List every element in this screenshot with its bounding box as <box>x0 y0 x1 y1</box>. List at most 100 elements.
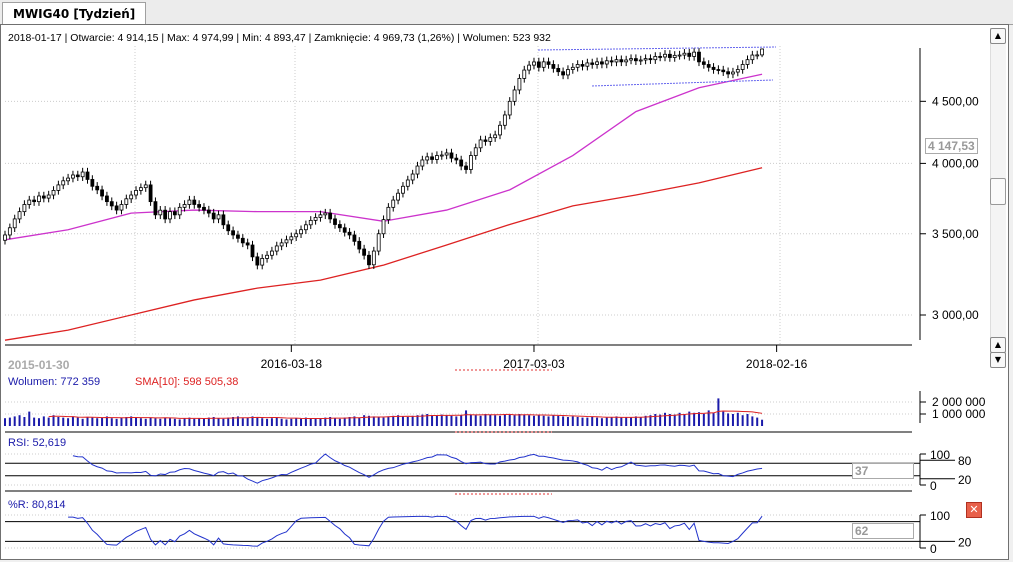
volume-bar <box>494 415 497 426</box>
candle-body <box>386 206 391 221</box>
close-panel-button[interactable]: ✕ <box>966 502 982 518</box>
candle-body <box>614 59 619 63</box>
x-tick-label: 2018-02-16 <box>746 357 808 371</box>
candle-body <box>517 78 522 91</box>
candle-body <box>362 248 367 256</box>
tab-mwig40[interactable]: MWIG40 [Tydzień] <box>2 2 147 25</box>
candle-body <box>493 134 498 139</box>
volume-bar <box>668 414 671 426</box>
candle-body <box>706 64 711 68</box>
candle-body <box>182 204 187 208</box>
channel-top-line[interactable] <box>537 46 777 51</box>
volume-bar <box>450 415 453 426</box>
volume-bar <box>120 417 123 426</box>
candle-body <box>250 244 255 258</box>
volume-bar <box>86 417 89 426</box>
sma-short-line <box>4 73 763 241</box>
volume-bar <box>697 412 700 426</box>
volume-bar <box>678 412 681 426</box>
candle-body <box>328 212 333 220</box>
candle-body <box>629 58 633 61</box>
candle-body <box>561 71 565 76</box>
candle-body <box>221 214 226 226</box>
volume-bar <box>649 415 652 426</box>
scroll-up-button[interactable]: ▲ <box>990 28 1006 44</box>
scroll-down-button[interactable]: ▼ <box>990 352 1006 368</box>
candle-body <box>532 61 536 66</box>
candle-body <box>653 56 658 61</box>
volume-bar <box>159 418 162 426</box>
volume-bar <box>309 418 312 426</box>
sma-long-line <box>4 167 763 341</box>
volume-bar <box>571 416 574 426</box>
candle-body <box>119 204 124 211</box>
candle-body <box>464 165 468 170</box>
candle-body <box>459 159 464 167</box>
volume-bar <box>290 418 293 426</box>
volume-bar <box>562 416 565 426</box>
candle-body <box>624 59 629 63</box>
candle-body <box>633 58 638 62</box>
volume-bar <box>280 418 283 426</box>
candle-body <box>430 156 434 160</box>
candle-body <box>711 66 716 70</box>
volume-bar <box>566 417 569 426</box>
volume-bar <box>741 415 744 426</box>
volume-bar <box>125 417 128 426</box>
volume-bar <box>576 417 579 426</box>
candle-body <box>502 114 507 126</box>
candle-body <box>396 192 400 201</box>
scroll-up-button-2[interactable]: ▲ <box>990 337 1006 353</box>
volume-bar <box>392 415 395 426</box>
volume-bar <box>343 417 346 426</box>
candle-body <box>255 256 260 266</box>
candle-body <box>551 64 556 69</box>
scrollbar-thumb[interactable] <box>990 178 1006 205</box>
candle-body <box>745 59 750 65</box>
candle-body <box>575 64 580 68</box>
volume-tick-label: 2 000 000 <box>932 395 986 409</box>
candle-body <box>692 51 697 57</box>
candle-body <box>638 59 643 62</box>
volume-sma-label: SMA[10]: 598 505,38 <box>135 376 238 388</box>
volume-bar <box>135 417 138 426</box>
candle-body <box>289 236 294 241</box>
volume-bar <box>547 416 550 426</box>
volume-bar <box>110 418 113 426</box>
candle-body <box>226 224 231 232</box>
wr-tick-label: 20 <box>958 535 972 549</box>
volume-bar <box>324 417 327 426</box>
candle-body <box>498 124 502 136</box>
candle-body <box>105 195 109 203</box>
volume-bar <box>693 412 696 426</box>
volume-bar <box>552 415 555 426</box>
candle-body <box>648 58 653 61</box>
volume-bar <box>105 416 108 426</box>
volume-bar <box>8 417 11 426</box>
volume-bar <box>358 417 361 426</box>
volume-bar <box>431 415 434 426</box>
volume-bar <box>169 418 172 426</box>
candle-body <box>687 52 692 57</box>
channel-bottom-line[interactable] <box>591 79 774 87</box>
volume-bar <box>620 417 623 426</box>
candle-body <box>80 171 85 178</box>
volume-bar <box>581 417 584 426</box>
volume-bar <box>557 415 560 426</box>
wr-badge: 62 <box>852 523 914 539</box>
candle-body <box>731 71 735 75</box>
volume-bar <box>251 416 254 426</box>
candle-body <box>100 189 104 197</box>
candle-body <box>56 184 61 191</box>
volume-bar <box>52 415 55 426</box>
candle-body <box>303 224 308 231</box>
volume-bar <box>363 415 366 426</box>
volume-bar <box>353 416 356 426</box>
candle-body <box>570 66 575 70</box>
volume-bar <box>329 417 332 426</box>
start-date-label: 2015-01-30 <box>8 358 70 372</box>
volume-bar <box>13 416 16 426</box>
candle-body <box>425 156 430 161</box>
volume-bar <box>212 417 215 426</box>
